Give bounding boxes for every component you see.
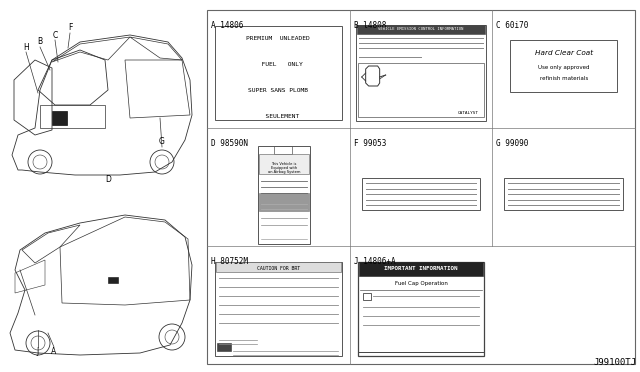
Text: G: G — [159, 138, 165, 147]
Text: SEULEMENT: SEULEMENT — [258, 113, 299, 119]
Text: This Vehicle is: This Vehicle is — [271, 162, 297, 166]
Text: an Airbag System: an Airbag System — [268, 170, 300, 174]
Bar — [258, 146, 310, 244]
Text: D 98590N: D 98590N — [211, 139, 248, 148]
Text: B l4808: B l4808 — [354, 21, 386, 30]
Text: G 99090: G 99090 — [497, 139, 529, 148]
Text: C: C — [52, 31, 58, 39]
Text: FUEL   ONLY: FUEL ONLY — [254, 61, 303, 67]
Bar — [356, 25, 486, 121]
Bar — [207, 10, 635, 364]
Text: H: H — [23, 44, 29, 52]
Text: A 14806: A 14806 — [211, 21, 243, 30]
Text: F 99053: F 99053 — [354, 139, 386, 148]
Text: J 14806+A: J 14806+A — [354, 257, 396, 266]
Text: refinish materials: refinish materials — [540, 76, 588, 80]
Bar — [358, 262, 483, 276]
Bar — [358, 63, 484, 117]
Bar — [215, 26, 342, 120]
Bar — [259, 193, 309, 211]
Bar — [510, 40, 617, 92]
Text: B: B — [37, 38, 43, 46]
Text: SUPER SANS PLOMB: SUPER SANS PLOMB — [248, 87, 308, 93]
Bar — [363, 293, 371, 300]
Bar — [215, 262, 342, 356]
Text: C 60i70: C 60i70 — [497, 21, 529, 30]
Text: PREMIUM  UNLEADED: PREMIUM UNLEADED — [246, 35, 310, 41]
Bar — [504, 178, 623, 210]
Bar — [52, 111, 67, 125]
Bar — [108, 277, 118, 283]
Bar — [358, 262, 484, 356]
Text: Hard Clear Coat: Hard Clear Coat — [534, 50, 593, 56]
Bar — [217, 343, 231, 351]
Bar — [362, 178, 481, 210]
Text: CAUTION FOR BRT: CAUTION FOR BRT — [257, 266, 300, 270]
Text: Use only approved: Use only approved — [538, 64, 589, 70]
Text: Fuel Cap Operation: Fuel Cap Operation — [395, 282, 447, 286]
Text: F: F — [68, 23, 72, 32]
Text: H 80752M: H 80752M — [211, 257, 248, 266]
Bar — [259, 154, 309, 174]
Text: CATALYST: CATALYST — [458, 111, 479, 115]
Bar — [274, 146, 292, 154]
Text: A: A — [51, 347, 56, 356]
Text: J99100TJ: J99100TJ — [593, 358, 636, 367]
Bar — [356, 25, 485, 34]
Text: Equipped with: Equipped with — [271, 166, 297, 170]
Text: D: D — [105, 176, 111, 185]
Text: J: J — [37, 347, 39, 356]
Bar — [216, 262, 340, 272]
Text: IMPORTANT INFORMATION: IMPORTANT INFORMATION — [384, 266, 458, 272]
Text: VEHICLE EMISSION CONTROL INFORMATION: VEHICLE EMISSION CONTROL INFORMATION — [378, 28, 464, 32]
